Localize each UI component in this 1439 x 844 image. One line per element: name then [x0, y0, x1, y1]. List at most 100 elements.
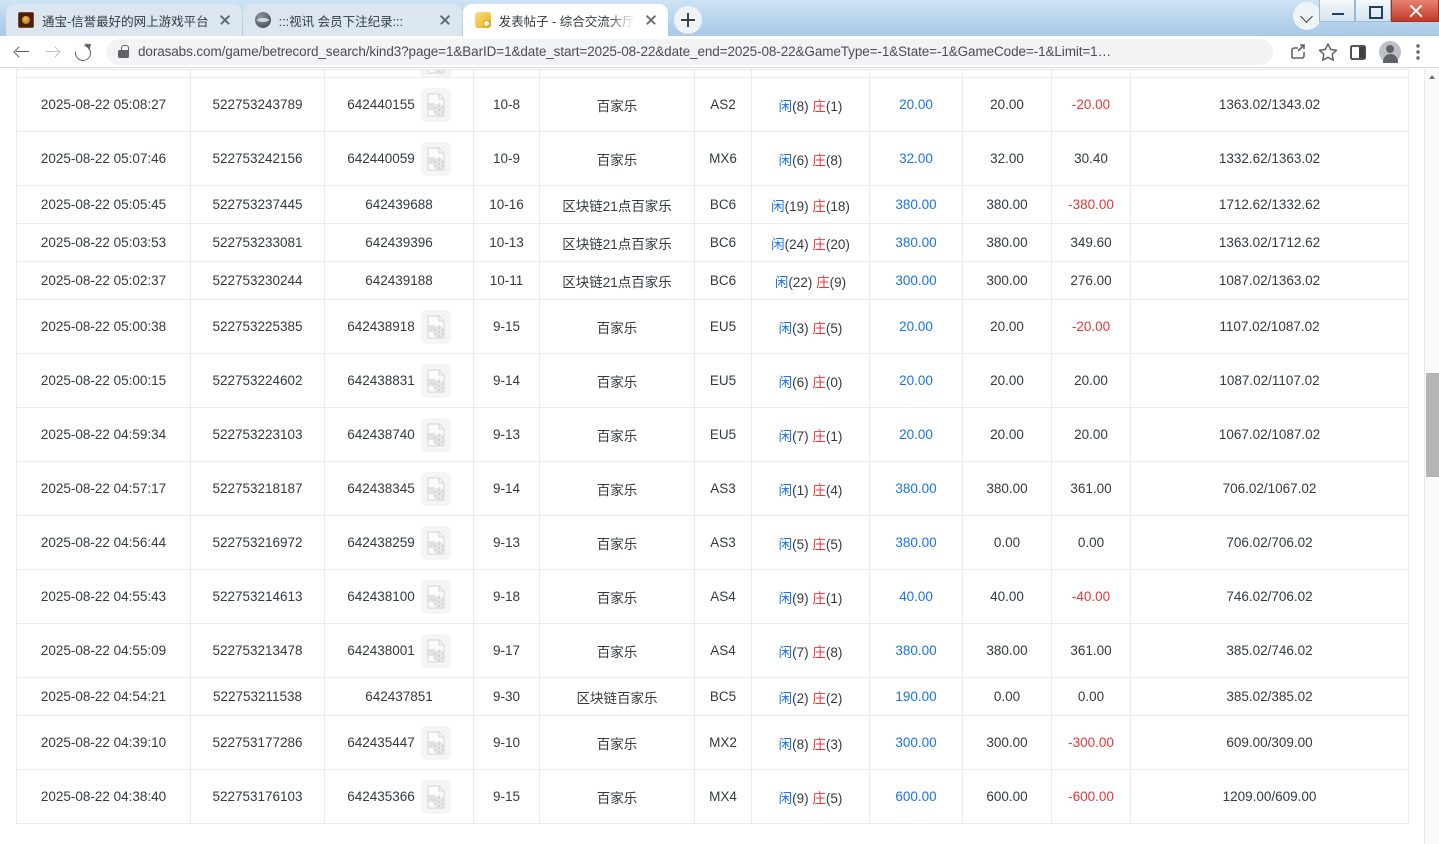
cell-balance: 746.02/706.02 [1130, 569, 1409, 624]
banker-count: (5) [825, 790, 843, 806]
url-text: dorasabs.com/game/betrecord_search/kind3… [138, 44, 1111, 59]
bet-number: 642438918 [347, 319, 415, 334]
cell-bet-amount: 380.00 [869, 223, 963, 262]
cell-win-loss: 349.60 [1051, 223, 1131, 262]
browser-tab-2[interactable]: :::视讯 会员下注纪录::: [242, 4, 462, 36]
tab-strip: 通宝-信誉最好的网上游戏平台 :::视讯 会员下注纪录::: 发表帖子 - 综合… [0, 0, 1439, 36]
cell-game-name: 区块链百家乐 [539, 677, 695, 716]
table-row[interactable]: 2025-08-22 05:00:38 522753225385 642438918… [16, 299, 1409, 354]
table-row[interactable]: 2025-08-22 05:02:37 522753230244 642439188… [16, 261, 1409, 300]
new-tab-button[interactable] [673, 6, 702, 34]
table-row[interactable]: 2025-08-22 05:09:20522753245204642440524… [16, 69, 1409, 78]
table-row[interactable]: 2025-08-22 05:00:15 522753224602 642438831… [16, 353, 1409, 408]
banker-label: 庄 [812, 790, 826, 806]
cell-bet-amount: 20.00 [869, 299, 963, 354]
cell-win-loss: 361.00 [1051, 461, 1131, 516]
player-label: 闲 [778, 690, 793, 706]
bet-number: 642437851 [365, 689, 433, 704]
video-replay-icon[interactable] [420, 471, 451, 506]
minimize-button[interactable] [1319, 0, 1355, 22]
video-replay-icon[interactable] [420, 633, 451, 668]
cell-win-loss: -600.00 [1051, 769, 1131, 824]
cell-game-name: 百家乐 [539, 569, 695, 624]
player-label: 闲 [778, 736, 793, 752]
cell-bet-content: 闲(9) 庄(1) [751, 569, 870, 624]
cell-win-loss: 0.00 [1051, 515, 1131, 570]
cell-shoe-round: 10-11 [473, 261, 540, 300]
cell-table-code: AS3 [694, 515, 752, 570]
cell-shoe-round: 9-13 [473, 407, 540, 462]
cell-bet-content: 闲(24) 庄(20) [751, 223, 870, 262]
video-replay-icon[interactable] [420, 87, 451, 122]
scroll-up-arrow-icon[interactable] [1425, 69, 1439, 84]
video-replay-icon[interactable] [420, 309, 451, 344]
video-replay-icon[interactable] [420, 141, 451, 176]
video-replay-icon[interactable] [420, 779, 451, 814]
cell-order-number: 522753237445 [190, 185, 325, 224]
browser-tab-3[interactable]: 发表帖子 - 综合交流大厅 - 海燕 [462, 4, 668, 36]
video-replay-icon[interactable] [420, 70, 451, 77]
player-count: (9) [792, 590, 809, 606]
three-dot-menu-icon[interactable] [1405, 39, 1431, 65]
video-replay-icon[interactable] [420, 417, 451, 452]
cell-order-number: 522753218187 [190, 461, 325, 516]
cell-bet-content: 闲(8) 庄(1) [751, 77, 870, 132]
address-bar[interactable]: dorasabs.com/game/betrecord_search/kind3… [106, 38, 1273, 65]
table-row[interactable]: 2025-08-22 04:54:21 522753211538 642437851… [16, 677, 1409, 716]
table-row[interactable]: 2025-08-22 05:03:53 522753233081 642439396… [16, 223, 1409, 262]
share-icon[interactable] [1285, 39, 1311, 65]
chevron-down-icon[interactable] [1293, 2, 1321, 30]
table-row[interactable]: 2025-08-22 05:08:27 522753243789 642440155… [16, 77, 1409, 132]
vertical-scrollbar[interactable] [1424, 69, 1439, 844]
player-count: (24) [784, 236, 809, 252]
player-count: (6) [792, 374, 809, 390]
bookmark-star-icon[interactable] [1315, 39, 1341, 65]
table-row[interactable]: 2025-08-22 05:05:45 522753237445 642439688… [16, 185, 1409, 224]
player-label: 闲 [778, 152, 793, 168]
cell-shoe-round: 10-9 [473, 131, 540, 186]
cell-order-number: 522753214613 [190, 569, 325, 624]
video-replay-icon[interactable] [420, 525, 451, 560]
close-icon[interactable] [437, 12, 453, 28]
table-row[interactable]: 2025-08-22 05:07:46 522753242156 642440059… [16, 131, 1409, 186]
cell-table-code: MX2 [694, 715, 752, 770]
video-replay-icon[interactable] [420, 363, 451, 398]
table-row[interactable]: 2025-08-22 04:55:43 522753214613 642438100… [16, 569, 1409, 624]
globe-favicon [254, 12, 271, 28]
table-row[interactable]: 2025-08-22 04:57:17 522753218187 642438345… [16, 461, 1409, 516]
cell-game-name: 百家乐 [539, 131, 695, 186]
cell-shoe-round: 9-15 [473, 299, 540, 354]
close-button[interactable] [1391, 0, 1439, 22]
cell-bet-amount: 300.00 [869, 715, 963, 770]
side-panel-icon[interactable] [1345, 39, 1371, 65]
cell-table-code: EU5 [694, 353, 752, 408]
profile-avatar-icon[interactable] [1379, 40, 1401, 63]
cell-balance: 1087.02/1363.02 [1130, 261, 1409, 300]
cell-shoe-round: 10-12 [473, 69, 540, 78]
forward-arrow-icon[interactable] [38, 38, 66, 66]
cell-bet-amount: 40.00 [869, 69, 963, 78]
banker-label: 庄 [812, 98, 826, 114]
cell-game-name: 百家乐 [539, 353, 695, 408]
reload-icon[interactable] [68, 38, 96, 66]
banker-label: 庄 [812, 590, 826, 606]
scrollbar-thumb[interactable] [1426, 373, 1439, 477]
browser-tab-1[interactable]: 通宝-信誉最好的网上游戏平台 [6, 4, 242, 36]
close-icon[interactable] [217, 12, 233, 28]
maximize-button[interactable] [1355, 0, 1391, 22]
cell-game-name: 区块链21点百家乐 [539, 261, 695, 300]
table-row[interactable]: 2025-08-22 04:56:44 522753216972 642438259… [16, 515, 1409, 570]
table-row[interactable]: 2025-08-22 04:59:34 522753223103 642438740… [16, 407, 1409, 462]
video-replay-icon[interactable] [420, 579, 451, 614]
cell-game-name: 百家乐 [539, 769, 695, 824]
table-row[interactable]: 2025-08-22 04:55:09 522753213478 642438001… [16, 623, 1409, 678]
video-replay-icon[interactable] [420, 725, 451, 760]
table-row[interactable]: 2025-08-22 04:39:10 522753177286 642435447… [16, 715, 1409, 770]
back-arrow-icon[interactable] [8, 38, 36, 66]
cell-valid-bet: 40.00 [962, 569, 1052, 624]
close-icon[interactable] [643, 12, 659, 28]
cell-order-number: 522753242156 [190, 131, 325, 186]
banker-label: 庄 [812, 320, 826, 336]
table-row[interactable]: 2025-08-22 04:38:40 522753176103 642435366… [16, 769, 1409, 824]
bet-number: 642439188 [365, 273, 433, 288]
